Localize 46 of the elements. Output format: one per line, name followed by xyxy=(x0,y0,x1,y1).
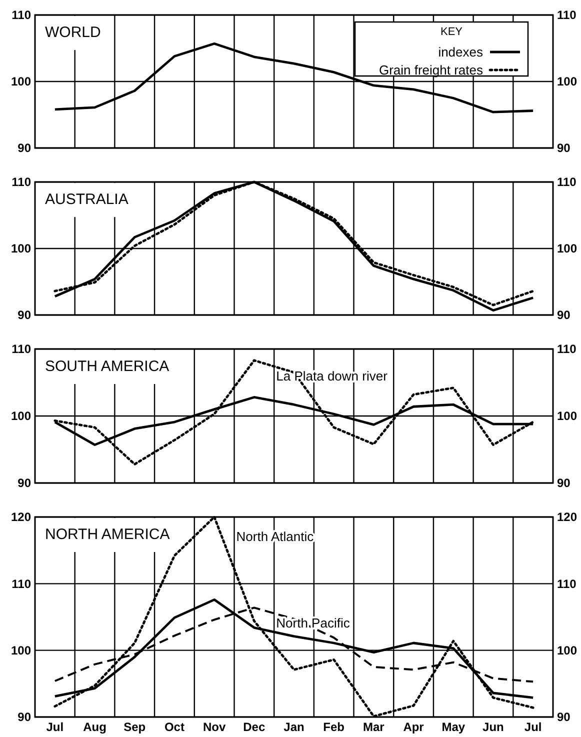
y-tick-label: 110 xyxy=(12,576,32,591)
y-tick-label: 110 xyxy=(12,8,32,22)
x-tick-label: Mar xyxy=(363,720,385,734)
y-tick-label: 100 xyxy=(10,644,32,658)
x-tick-label: Jul xyxy=(46,720,64,734)
y2-tick-label: 110 xyxy=(557,342,577,356)
y2-tick-label: 90 xyxy=(557,141,571,156)
text: WORLD xyxy=(45,24,101,41)
legend-label: indexes xyxy=(438,44,484,60)
x-tick-label: Jan xyxy=(284,720,304,734)
legend-label: Grain freight rates xyxy=(378,62,484,78)
y2-tick-label: 110 xyxy=(557,175,577,190)
y-tick-label: 110 xyxy=(12,175,32,190)
x-tick-label: Jun xyxy=(482,720,504,734)
y-tick-label: 110 xyxy=(12,342,32,356)
y-tick-label: 90 xyxy=(18,141,32,156)
y2-tick-label: 100 xyxy=(557,74,578,89)
y2-tick-label: 100 xyxy=(557,409,578,424)
y-tick-label: 90 xyxy=(18,476,32,490)
x-tick-label: Apr xyxy=(403,720,424,734)
y-tick-label: 100 xyxy=(10,409,32,424)
y-tick-label: 100 xyxy=(10,242,32,256)
y2-tick-label: 90 xyxy=(557,476,571,490)
y-tick-label: 100 xyxy=(10,74,32,89)
y2-tick-label: 100 xyxy=(557,644,578,658)
x-tick-label: Oct xyxy=(164,720,184,734)
y2-tick-label: 110 xyxy=(557,8,577,22)
x-tick-label: May xyxy=(442,720,466,734)
y2-tick-label: 90 xyxy=(557,710,571,724)
x-tick-label: Aug xyxy=(83,720,106,734)
y2-tick-label: 90 xyxy=(557,308,571,322)
x-tick-label: Nov xyxy=(202,720,226,734)
y2-tick-label: 100 xyxy=(557,242,578,256)
text: NORTH AMERICA xyxy=(45,526,170,543)
legend-title: KEY xyxy=(440,26,464,38)
x-tick-label: Dec xyxy=(243,720,266,734)
text: SOUTH AMERICA xyxy=(45,358,170,375)
x-tick-label: Sep xyxy=(124,720,146,734)
y-tick-label: 120 xyxy=(10,510,32,524)
y2-tick-label: 110 xyxy=(557,576,577,591)
y-tick-label: 90 xyxy=(18,308,32,322)
text: AUSTRALIA xyxy=(45,191,128,208)
y2-tick-label: 120 xyxy=(557,510,578,524)
y-tick-label: 90 xyxy=(18,710,32,724)
x-tick-label: Feb xyxy=(323,720,345,734)
x-tick-label: Jul xyxy=(524,720,542,734)
